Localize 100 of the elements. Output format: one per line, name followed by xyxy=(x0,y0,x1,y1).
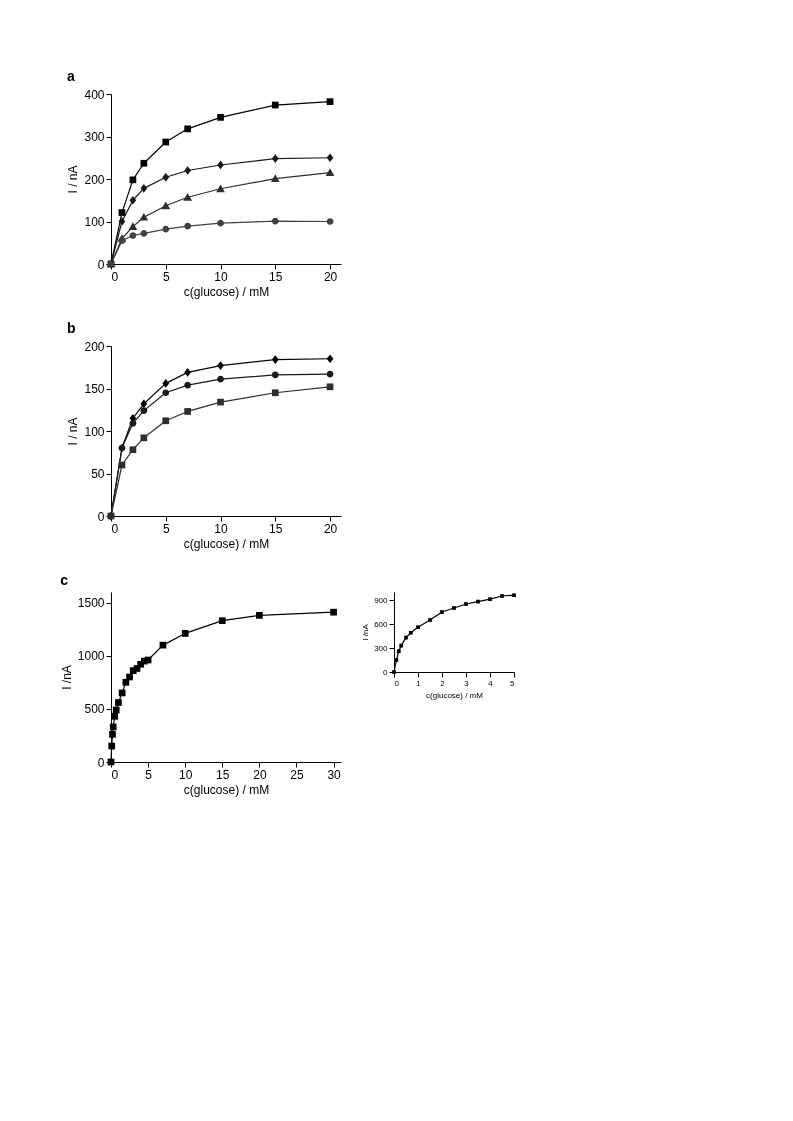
x-tick-label: 0 xyxy=(111,269,119,284)
point xyxy=(396,649,401,654)
y-tick-label: 150 xyxy=(84,382,105,396)
y-axis-title: I /nA xyxy=(59,665,74,690)
point xyxy=(118,217,126,226)
y-tick-label: 300 xyxy=(84,130,105,144)
point xyxy=(271,371,279,379)
chart-title: c xyxy=(60,572,69,588)
point xyxy=(217,361,224,370)
point xyxy=(184,367,192,377)
point xyxy=(217,219,224,227)
point xyxy=(326,370,334,378)
point xyxy=(512,593,516,598)
point xyxy=(184,222,192,230)
y-axis-title: I / nA xyxy=(66,417,81,446)
y-tick-label: 0 xyxy=(383,667,389,677)
x-tick-label: 0 xyxy=(111,767,119,782)
x-tick-label: 25 xyxy=(290,767,304,782)
point xyxy=(440,610,444,614)
point xyxy=(162,417,170,425)
point xyxy=(122,678,130,686)
point xyxy=(109,723,117,731)
x-tick-label: 0 xyxy=(111,521,119,536)
y-axis-title: I /nA xyxy=(361,623,371,641)
point xyxy=(139,212,149,221)
x-axis-title: c(glucose) / mM xyxy=(183,536,270,551)
y-tick-label: 300 xyxy=(374,643,389,653)
y-tick-label: 0 xyxy=(97,755,105,770)
point xyxy=(500,594,504,598)
point xyxy=(216,184,225,193)
point xyxy=(488,597,492,602)
y-tick-label: 1500 xyxy=(77,596,105,611)
point xyxy=(129,232,137,239)
point xyxy=(428,618,432,622)
x-tick-label: 15 xyxy=(216,767,230,782)
x-tick-label: 20 xyxy=(323,521,338,536)
x-tick-label: 20 xyxy=(323,269,338,284)
x-tick-label: 5 xyxy=(510,678,516,688)
point xyxy=(181,630,189,637)
point xyxy=(118,209,126,216)
x-tick-label: 1 xyxy=(416,678,422,688)
point xyxy=(129,176,137,184)
point xyxy=(162,138,170,146)
point xyxy=(140,434,148,442)
point xyxy=(128,222,138,230)
x-tick-label: 5 xyxy=(162,269,170,284)
y-tick-label: 100 xyxy=(84,215,105,229)
point xyxy=(326,354,334,364)
point xyxy=(270,174,280,182)
x-tick-label: 5 xyxy=(162,521,170,536)
point xyxy=(162,172,170,182)
point xyxy=(217,160,224,170)
x-tick-label: 4 xyxy=(488,678,494,688)
point xyxy=(111,712,119,720)
point xyxy=(162,225,170,233)
x-tick-label: 20 xyxy=(253,767,267,782)
x-tick-label: 10 xyxy=(179,767,193,782)
point xyxy=(217,375,224,383)
point xyxy=(326,98,334,105)
point xyxy=(126,673,133,681)
point xyxy=(326,218,334,225)
x-tick-label: 0 xyxy=(394,678,400,688)
point xyxy=(140,399,148,409)
point xyxy=(271,154,279,163)
point xyxy=(408,630,413,635)
y-tick-label: 0 xyxy=(97,509,105,524)
point xyxy=(129,195,137,205)
x-tick-label: 30 xyxy=(327,767,342,782)
y-tick-label: 200 xyxy=(84,339,105,354)
x-tick-label: 3 xyxy=(464,678,470,688)
x-axis-title: c(glucose) / mM xyxy=(183,284,270,299)
point xyxy=(109,731,116,738)
x-tick-label: 10 xyxy=(214,521,229,536)
point xyxy=(271,101,279,109)
point xyxy=(330,608,337,616)
y-tick-label: 600 xyxy=(374,619,389,629)
x-axis-title: c(glucose) / mM xyxy=(183,782,270,797)
point xyxy=(184,381,192,389)
point xyxy=(140,230,148,237)
point xyxy=(183,192,193,201)
y-tick-label: 100 xyxy=(84,424,105,439)
x-axis-title: c(glucose) / mM xyxy=(426,690,484,700)
point xyxy=(140,183,148,193)
y-tick-label: 500 xyxy=(84,702,105,717)
point xyxy=(184,125,192,133)
point xyxy=(325,168,335,176)
x-tick-label: 15 xyxy=(269,521,283,536)
point xyxy=(108,742,116,750)
point xyxy=(271,389,279,397)
point xyxy=(416,625,420,630)
x-tick-label: 10 xyxy=(214,269,229,284)
point xyxy=(271,217,279,225)
point xyxy=(217,114,224,121)
y-tick-label: 50 xyxy=(91,467,105,481)
y-tick-label: 200 xyxy=(84,172,105,187)
point xyxy=(326,153,334,163)
y-tick-label: 900 xyxy=(374,595,389,605)
point xyxy=(218,617,226,625)
chart-title: a xyxy=(66,68,75,84)
point xyxy=(115,699,122,706)
